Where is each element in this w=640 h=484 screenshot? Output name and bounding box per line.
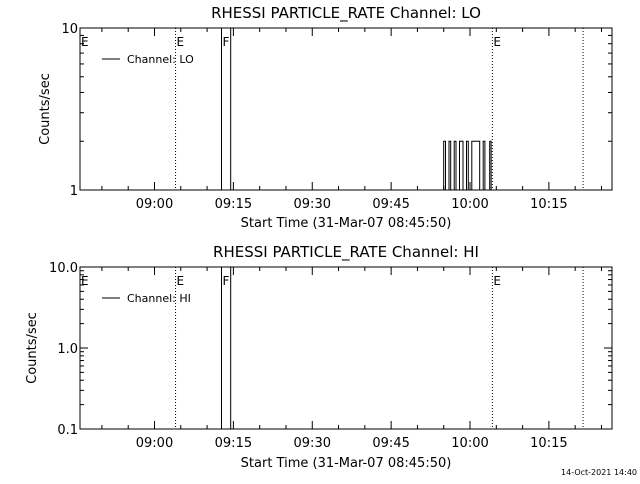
y-tick-label: 1.0 bbox=[57, 342, 78, 357]
x-tick-label: 10:00 bbox=[451, 197, 488, 212]
y-tick-label: 10.0 bbox=[49, 261, 78, 276]
x-tick-label: 09:45 bbox=[372, 436, 409, 451]
generated-timestamp: 14-Oct-2021 14:40 bbox=[561, 468, 637, 477]
event-marker-label: E bbox=[493, 274, 501, 288]
event-marker-label: E bbox=[177, 35, 185, 49]
y-axis-label: Counts/sec bbox=[25, 312, 40, 384]
y-tick-label: 1 bbox=[70, 184, 78, 199]
x-tick-label: 09:15 bbox=[215, 197, 252, 212]
event-marker-label: E bbox=[493, 35, 501, 49]
legend-label: Channel: HI bbox=[127, 292, 191, 305]
event-marker-label: E bbox=[81, 35, 89, 49]
chart-title: RHESSI PARTICLE_RATE Channel: LO bbox=[211, 4, 481, 23]
series-line bbox=[221, 266, 232, 429]
y-tick-label: 10 bbox=[61, 22, 78, 37]
x-tick-label: 09:45 bbox=[372, 197, 409, 212]
chart-title: RHESSI PARTICLE_RATE Channel: HI bbox=[213, 243, 479, 262]
chart-panel-lo: RHESSI PARTICLE_RATE Channel: LO 1 10 Count… bbox=[38, 4, 613, 231]
event-marker-label: E bbox=[81, 274, 89, 288]
legend-label: Channel: LO bbox=[127, 53, 194, 66]
x-tick-label: 09:00 bbox=[136, 436, 173, 451]
event-marker-label: F bbox=[223, 35, 230, 49]
x-axis-label: Start Time (31-Mar-07 08:45:50) bbox=[241, 456, 452, 471]
y-axis-label: Counts/sec bbox=[38, 73, 53, 145]
event-marker-label: F bbox=[223, 274, 230, 288]
x-tick-label: 10:15 bbox=[530, 436, 567, 451]
x-tick-label: 10:15 bbox=[530, 197, 567, 212]
x-tick-label: 09:15 bbox=[215, 436, 252, 451]
event-marker-label: E bbox=[177, 274, 185, 288]
series-line bbox=[221, 27, 492, 191]
y-tick-label: 0.1 bbox=[57, 423, 78, 438]
x-axis-label: Start Time (31-Mar-07 08:45:50) bbox=[241, 216, 452, 231]
x-tick-label: 10:00 bbox=[451, 436, 488, 451]
x-tick-label: 09:00 bbox=[136, 197, 173, 212]
x-tick-label: 09:30 bbox=[294, 436, 331, 451]
chart-panel-hi: RHESSI PARTICLE_RATE Channel: HI 0.1 1.0 10… bbox=[25, 243, 613, 471]
x-tick-label: 09:30 bbox=[294, 197, 331, 212]
